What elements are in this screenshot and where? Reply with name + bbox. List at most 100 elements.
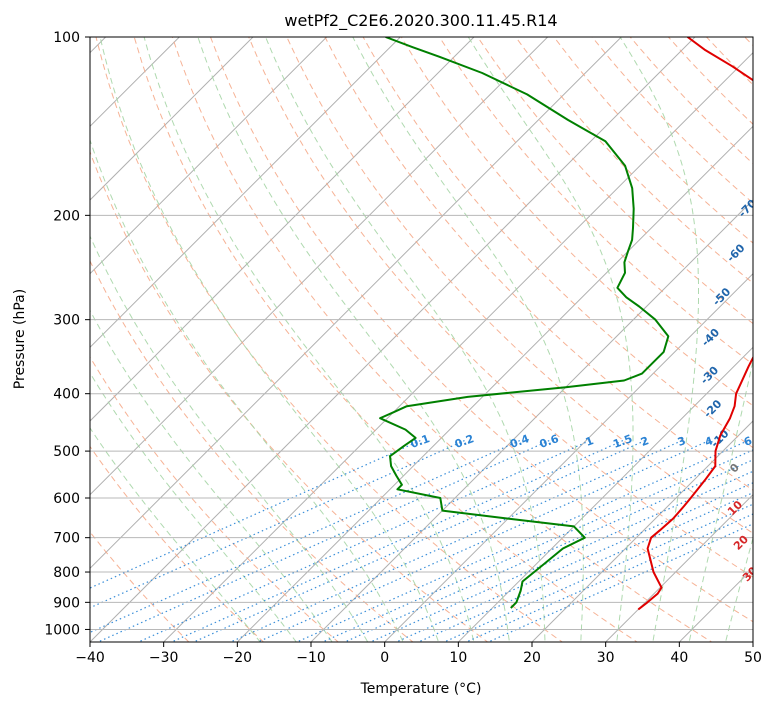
isotherm-line xyxy=(90,37,181,128)
x-tick-label: 30 xyxy=(597,650,615,666)
mixing-ratio-line xyxy=(90,440,521,634)
x-tick-label: −30 xyxy=(149,650,179,666)
axes: −40 −30 −20 −10 0 10 20 30 40 5010020030040050060… xyxy=(44,30,762,666)
dry-adiabat-line xyxy=(248,37,753,578)
moist-adiabat-label: 30 xyxy=(740,564,760,584)
mixing-ratio-line xyxy=(416,492,753,642)
mixing-ratio-label: 1 xyxy=(584,434,596,449)
dry-adiabat-line xyxy=(438,37,753,366)
mixing-ratio-line xyxy=(394,482,753,642)
isotherm-line xyxy=(310,199,753,642)
dry-adiabat-line xyxy=(515,37,753,284)
x-tick-label: −20 xyxy=(223,650,253,666)
mixing-ratio-label: 0.6 xyxy=(538,432,561,451)
y-tick-label: 600 xyxy=(53,491,80,507)
mixing-ratio-line xyxy=(486,523,753,642)
profile-lines xyxy=(379,37,753,611)
y-tick-label: 700 xyxy=(53,531,80,547)
dry-adiabat-label: -60 xyxy=(724,241,747,264)
y-tick-label: 900 xyxy=(53,595,80,611)
mixing-ratio-line xyxy=(256,440,710,642)
moist-adiabat-line xyxy=(90,138,404,642)
dry-adiabat-line xyxy=(477,37,753,325)
x-tick-label: 0 xyxy=(380,650,389,666)
moist-adiabat-label: 0 xyxy=(727,461,742,476)
moist-adiabat-line xyxy=(265,37,546,642)
background-lines xyxy=(90,37,753,642)
dry-adiabat-line xyxy=(90,259,414,642)
isotherm-line xyxy=(236,125,753,642)
moist-adiabat-line xyxy=(467,37,634,642)
moist-adiabat-label: 40 xyxy=(752,593,772,613)
moist-adiabat-line xyxy=(197,37,510,642)
dry-adiabat-label: -80 xyxy=(761,146,775,169)
dry-adiabat-line xyxy=(95,37,564,642)
x-tick-label: 40 xyxy=(670,650,688,666)
isotherm-line xyxy=(90,37,549,496)
y-tick-label: 300 xyxy=(53,313,80,329)
moist-adiabat-label: 20 xyxy=(731,533,751,553)
temperature-line xyxy=(637,37,753,611)
plot-frame xyxy=(89,36,754,643)
x-tick-label: −10 xyxy=(296,650,326,666)
mixing-ratio-label: 0.2 xyxy=(453,432,476,451)
x-tick-label: 20 xyxy=(523,650,541,666)
moist-adiabat-line xyxy=(619,37,699,642)
mixing-ratio-line xyxy=(96,440,550,642)
dry-adiabat-label: -40 xyxy=(699,326,722,349)
isotherm-line xyxy=(90,37,623,570)
isotherm-line xyxy=(90,37,254,201)
isotherm-line xyxy=(457,346,753,642)
moist-adiabat-line xyxy=(725,536,753,642)
moist-adiabat-line xyxy=(99,37,440,642)
moist-adiabat-line xyxy=(90,235,369,642)
y-tick-label: 400 xyxy=(53,387,80,403)
mixing-ratio-line xyxy=(229,440,683,642)
mixing-ratio-label: 6 xyxy=(742,434,754,449)
y-tick-label: 1000 xyxy=(44,622,80,638)
dewpoint-line xyxy=(379,37,670,609)
y-tick-label: 500 xyxy=(53,444,80,460)
dry-adiabat-line xyxy=(90,150,489,642)
x-tick-label: 10 xyxy=(449,650,467,666)
y-axis-label: Pressure (hPa) xyxy=(12,289,28,389)
mixing-ratio-label: 8 xyxy=(768,434,775,449)
isotherm-line xyxy=(90,37,475,422)
dry-adiabat-line xyxy=(668,37,753,125)
y-tick-label: 800 xyxy=(53,565,80,581)
line-labels: -100-90-80-70-60-50-40-30-20-10010203040… xyxy=(409,146,775,613)
dry-adiabat-line xyxy=(171,37,713,642)
mixing-ratio-label: 3 xyxy=(676,434,688,449)
dry-adiabat-line xyxy=(744,37,753,47)
y-tick-label: 200 xyxy=(53,208,80,224)
isotherm-line xyxy=(90,37,696,642)
mixing-ratio-label: 1.5 xyxy=(611,432,634,451)
x-axis-label: Temperature (°C) xyxy=(360,681,482,697)
isotherm-line xyxy=(90,37,402,349)
dry-adiabat-line xyxy=(90,356,339,642)
isotherm-line xyxy=(604,493,753,642)
isotherm-line xyxy=(752,641,753,642)
mixing-ratio-label: 0.4 xyxy=(508,432,531,451)
mixing-ratio-label: 2 xyxy=(639,434,651,449)
moist-adiabat-line xyxy=(352,37,584,642)
mixing-ratio-line xyxy=(170,440,624,642)
dry-adiabat-line xyxy=(706,37,753,86)
isotherm-line xyxy=(162,51,753,642)
dry-adiabat-line xyxy=(210,37,753,623)
moist-adiabat-line xyxy=(90,371,297,642)
x-tick-label: 50 xyxy=(744,650,762,666)
moist-adiabat-line xyxy=(688,358,753,642)
dry-adiabat-line xyxy=(90,445,265,642)
dry-adiabat-label: -20 xyxy=(701,397,724,420)
dry-adiabat-line xyxy=(133,37,638,642)
mixing-ratio-line xyxy=(295,440,749,642)
isotherm-line xyxy=(531,420,753,642)
isotherm-line xyxy=(383,272,753,642)
moist-adiabat-line xyxy=(90,309,333,642)
mixing-ratio-label: 4 xyxy=(703,434,715,449)
y-tick-label: 100 xyxy=(53,30,80,46)
moist-adiabat-line xyxy=(143,37,475,642)
isotherm-line xyxy=(90,37,328,275)
